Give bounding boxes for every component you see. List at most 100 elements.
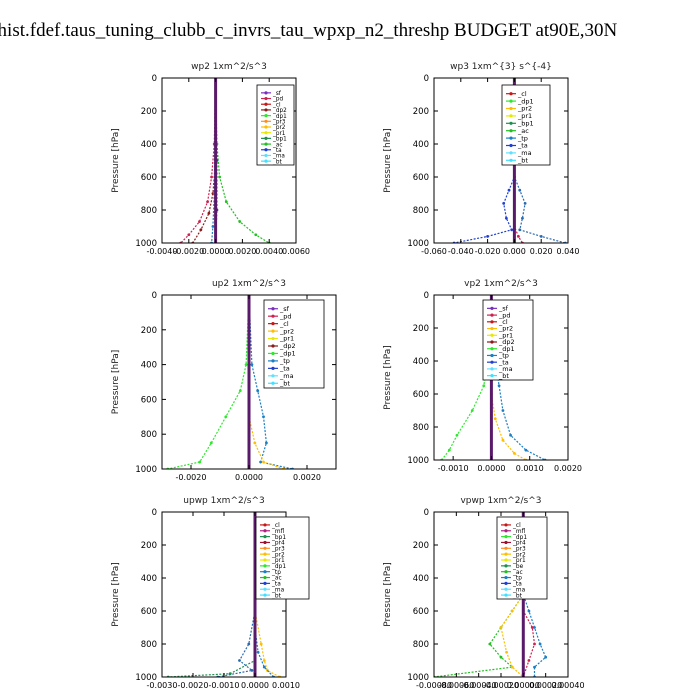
legend-label: _bt [279,379,290,387]
legend-box [263,299,325,389]
data-point [497,384,501,388]
data-point [224,415,228,419]
legend-marker [504,564,508,568]
data-point [199,228,203,232]
chart-title: upwp 1xm^2/s^3 [183,496,264,506]
data-point [250,363,254,366]
data-point [544,655,548,659]
legend-label: _dp2 [498,338,515,346]
data-point [501,409,505,412]
legend-label: _bp1 [272,137,287,143]
data-point [539,235,543,238]
legend-marker [509,114,513,118]
legend-marker [504,546,508,550]
data-point [510,665,514,669]
data-point [455,433,459,437]
legend-marker [504,540,508,545]
chart-panel: wp2 1xm^2/s^3 Pressure [hPa] 0 200 400 600 800… [111,62,310,256]
legend-label: _ma [512,587,526,593]
x-tick-label: -0.0030 [147,681,178,690]
legend-marker [504,523,508,527]
y-tick-label: 1000 [407,239,429,249]
legend-label: _ta [272,148,282,154]
legend-marker [490,367,494,371]
x-tick-label: -0.020 [475,247,501,256]
y-tick-label: 1000 [135,465,157,475]
legend: _sf_pd_cl_pr2_pr1_dp2_dp1_tp_ta_ma_bt [263,299,325,389]
legend-label: _pr2 [272,125,286,131]
data-point [256,389,260,393]
legend-marker [490,347,494,351]
legend-marker [264,136,268,140]
y-axis-label: Pressure [hPa] [111,350,121,415]
y-tick-label: 0 [424,291,429,301]
data-point [198,220,201,223]
legend-marker [271,374,275,378]
legend-marker [264,119,268,123]
legend-label: _ma [271,587,285,593]
legend-label: _cl [517,90,527,98]
data-point [499,655,503,659]
y-tick-label: 1000 [407,456,429,466]
data-point [486,235,489,238]
legend-label: _pr2 [517,105,532,113]
data-point [262,415,265,419]
y-tick-label: 200 [141,326,157,336]
legend-marker [264,131,268,135]
legend-label: _bt [498,372,509,380]
data-point [211,225,215,228]
legend-label: _dp2 [279,342,296,350]
x-tick-label: 0.0040 [255,247,283,256]
legend-label: _sf [272,91,282,97]
y-axis-label: Pressure [hPa] [111,562,121,627]
data-point [513,452,516,455]
y-tick-label: 400 [413,357,429,367]
y-tick-label: 200 [413,541,429,551]
legend-marker [263,570,267,574]
legend-marker [263,575,267,580]
legend-label: _pd [498,311,511,319]
data-point [533,642,536,646]
x-tick-label: -0.0040 [147,247,178,256]
legend-label: _dp1 [279,350,296,358]
y-tick-label: 0 [152,508,157,518]
legend-label: _pr4 [271,541,285,547]
legend-label: _cl [279,320,289,328]
data-point [538,642,542,646]
legend-marker [271,381,275,385]
legend-marker [263,546,267,550]
x-tick-label: -0.0020 [176,473,207,482]
legend: _sf_pd_cl_dp2_dp1_pr3_pr2_pr1_bp1_ac_ta_… [256,84,295,166]
legend-label: _dp1 [272,114,287,120]
x-tick-label: 0.0010 [272,681,300,690]
data-point [470,409,474,412]
x-tick-label: 0.0000 [202,247,230,256]
x-tick-label: -0.060 [421,247,447,256]
legend-label: _bt [271,593,282,599]
legend-label: _pr2 [498,325,513,333]
data-point [502,202,506,205]
legend-marker [490,360,494,364]
legend: _cl_mfl_bp1_pr4_pr3_pr2_pr1_dp1_tp_ac_ta… [255,516,310,600]
legend-marker [509,136,513,140]
x-tick-label: 0.000 [503,247,526,256]
legend-label: _mfl [271,529,285,535]
data-point [206,200,209,204]
chart-panel: up2 1xm^2/s^3 Pressure [hPa] 0 200 400 600 800… [111,279,337,482]
legend-marker [509,158,513,162]
legend-marker [263,564,267,568]
legend-label: _ta [517,142,528,150]
y-tick-label: 0 [424,508,429,518]
data-point [518,188,522,192]
y-tick-label: 400 [141,361,157,371]
legend-marker [490,306,494,310]
legend-marker [504,558,508,562]
chart-title: vp2 1xm^2/s^3 [464,279,538,289]
data-point [210,175,213,179]
series-line [167,295,250,469]
y-axis-label: Pressure [hPa] [383,562,393,627]
legend-marker [509,143,513,148]
legend-marker [264,142,268,146]
x-tick-label: 0.0020 [554,464,582,473]
